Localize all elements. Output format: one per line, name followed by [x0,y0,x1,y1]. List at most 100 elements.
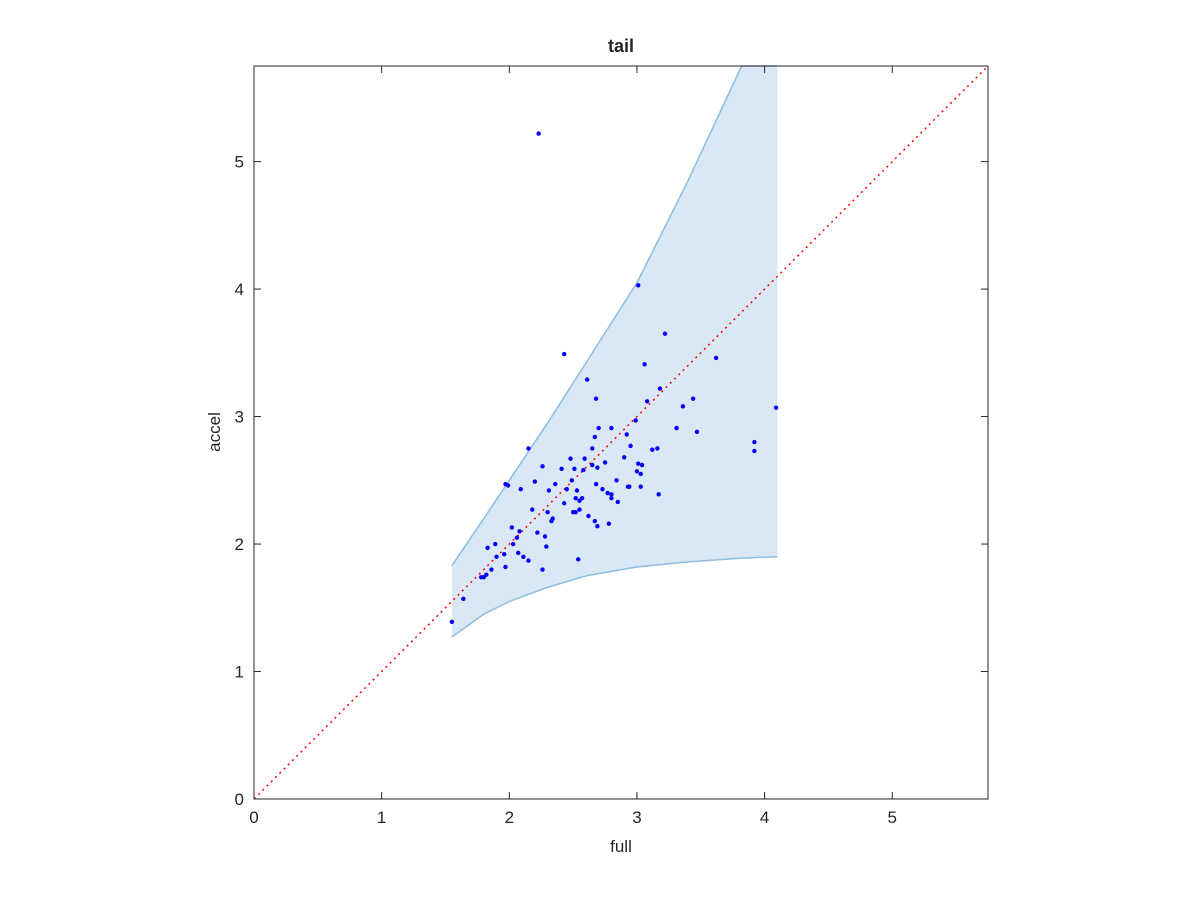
point [559,466,564,472]
point [569,478,575,483]
point [489,567,494,572]
point [574,488,580,493]
point [546,488,552,493]
y-tick-label: 3 [235,408,244,427]
point [579,495,585,501]
point [561,501,567,506]
point [609,495,614,501]
point [656,492,661,497]
point [674,425,679,431]
x-tick-label: 3 [632,808,641,827]
point [501,552,507,557]
point [550,516,555,521]
point [590,446,595,451]
point [517,529,522,534]
x-axis-label: full [610,837,632,856]
point [509,525,515,530]
point [752,439,757,445]
point [609,492,614,497]
point [609,425,614,431]
point [536,131,541,136]
point [521,554,526,559]
point [545,509,550,515]
point [461,596,466,602]
point [582,456,587,461]
point [544,544,549,549]
point [553,481,558,487]
point [614,478,619,483]
point [540,464,545,469]
point [593,396,599,401]
y-tick-label: 5 [235,153,244,172]
x-tick-label: 5 [888,808,897,827]
point [449,619,455,625]
point [621,455,627,460]
point [644,399,650,404]
y-tick-label: 1 [235,663,244,682]
point [573,495,578,501]
point [638,484,643,489]
point [600,487,605,492]
point [615,499,621,505]
point [633,418,638,423]
point [576,557,581,562]
point [510,541,516,547]
point [535,530,540,535]
point [634,469,640,474]
y-axis-label: accel [205,412,224,452]
point [532,479,538,484]
point [505,483,511,488]
point [573,509,578,515]
point [624,432,629,437]
point [642,362,647,367]
point [514,535,520,540]
point [564,487,569,492]
point [584,377,590,382]
point [680,404,686,409]
point [586,513,591,519]
x-tick-label: 0 [249,808,258,827]
point [694,429,700,435]
point [540,567,545,572]
band-upper-edge [451,65,778,567]
point [602,460,608,465]
point [516,550,521,556]
point [503,564,508,570]
band-area [451,66,778,638]
reference-line [253,65,989,800]
band-lower-edge [451,556,778,638]
x-tick-label: 2 [505,808,514,827]
point [690,396,696,401]
point [526,446,531,451]
point [638,471,643,477]
point [568,456,573,461]
x-tick-label: 4 [760,808,769,827]
point [636,461,641,466]
point [526,558,531,563]
point [561,351,567,357]
point [655,446,660,451]
point [606,521,612,526]
point [752,448,757,454]
point [595,465,600,470]
x-tick-label: 1 [377,808,386,827]
point [590,462,595,468]
point [542,534,548,539]
y-tick-label: 2 [235,535,244,554]
point [627,484,632,489]
point [595,523,600,529]
point [572,466,577,472]
plot-frame [253,65,989,800]
point [605,490,610,496]
point [628,443,633,449]
point [485,545,490,551]
point [484,572,489,577]
point [662,331,668,336]
point [530,507,535,512]
point [518,487,523,492]
point [494,554,499,559]
point [577,507,582,512]
point [639,462,645,468]
point [592,434,598,440]
